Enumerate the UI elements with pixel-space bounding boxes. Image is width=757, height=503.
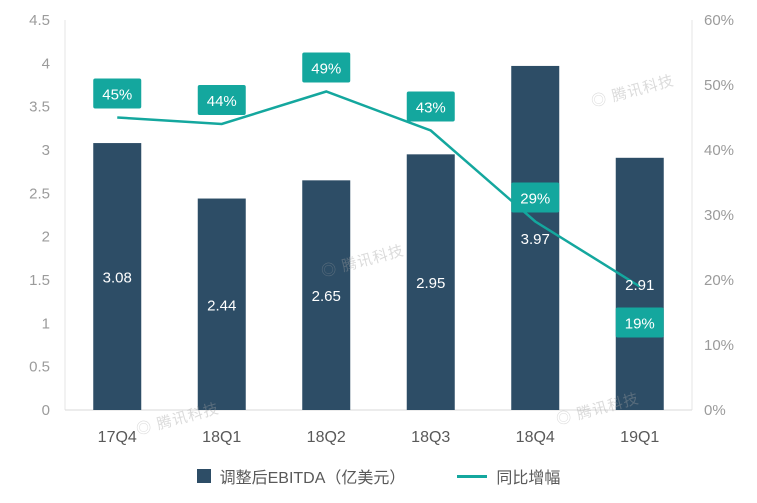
left-axis-tick: 4.5 bbox=[29, 12, 50, 29]
legend-label-ebitda: 调整后EBITDA（亿美元） bbox=[219, 470, 406, 487]
growth-label: 19% bbox=[625, 316, 655, 333]
x-axis-label-17Q4: 17Q4 bbox=[98, 429, 137, 446]
bar-17Q4 bbox=[93, 143, 142, 411]
x-axis-label-18Q1: 18Q1 bbox=[202, 429, 241, 446]
right-axis-tick: 50% bbox=[704, 77, 734, 94]
bar-18Q2 bbox=[302, 180, 351, 410]
growth-label-box bbox=[93, 78, 142, 109]
left-axis-tick: 4 bbox=[42, 55, 50, 72]
left-axis-tick: 2.5 bbox=[29, 185, 50, 202]
x-axis-label-18Q4: 18Q4 bbox=[516, 429, 555, 446]
bar-18Q4 bbox=[511, 65, 560, 410]
left-axis-tick: 3.5 bbox=[29, 99, 50, 116]
growth-label-box bbox=[406, 91, 455, 122]
x-axis-label-18Q2: 18Q2 bbox=[307, 429, 346, 446]
legend-swatch-line-icon bbox=[457, 474, 488, 478]
growth-line bbox=[117, 90, 641, 288]
legend-item-ebitda: 调整后EBITDA（亿美元） bbox=[196, 464, 406, 488]
left-axis-tick: 1.5 bbox=[29, 272, 50, 289]
growth-label: 43% bbox=[416, 100, 446, 117]
bar-18Q1 bbox=[197, 198, 246, 410]
bar-value-label-18Q2: 2.65 bbox=[312, 288, 341, 305]
growth-label-box bbox=[197, 85, 246, 115]
legend-item-growth: 同比增幅 bbox=[457, 464, 560, 488]
bar-value-label-17Q4: 3.08 bbox=[103, 270, 132, 287]
growth-label-box bbox=[511, 182, 560, 213]
right-axis-tick: 10% bbox=[704, 337, 734, 354]
growth-label: 44% bbox=[207, 93, 237, 110]
bar-18Q3 bbox=[406, 154, 455, 410]
bar-value-label-19Q1: 2.91 bbox=[625, 277, 654, 294]
chart-legend: 调整后EBITDA（亿美元） 同比增幅 bbox=[0, 464, 757, 488]
left-axis-tick: 3 bbox=[42, 142, 50, 159]
bar-value-label-18Q3: 2.95 bbox=[416, 275, 445, 292]
right-axis-tick: 30% bbox=[704, 207, 734, 224]
right-axis-tick: 60% bbox=[704, 12, 734, 29]
x-axis-label-18Q3: 18Q3 bbox=[411, 429, 450, 446]
combo-chart: 4.5 4 3.5 3 2.5 2 1.5 1 0.5 0 60% 50% 40% 30% 20% 10% 0%… bbox=[29, 12, 734, 446]
bar-value-label-18Q1: 2.44 bbox=[207, 297, 236, 314]
left-axis-tick: 0 bbox=[42, 402, 50, 419]
bar-value-label-18Q4: 3.97 bbox=[521, 231, 550, 248]
growth-label: 49% bbox=[311, 61, 341, 78]
right-axis-tick: 20% bbox=[704, 272, 734, 289]
legend-swatch-bar-icon bbox=[196, 469, 211, 483]
growth-label-box bbox=[302, 52, 351, 83]
right-axis-tick: 40% bbox=[704, 142, 734, 159]
legend-label-growth: 同比增幅 bbox=[496, 470, 561, 487]
growth-label: 29% bbox=[520, 191, 550, 208]
bar-19Q1 bbox=[615, 157, 664, 410]
left-axis-tick: 2 bbox=[42, 229, 50, 246]
growth-label: 45% bbox=[102, 87, 132, 104]
left-axis-tick: 0.5 bbox=[29, 359, 50, 376]
left-axis-tick: 1 bbox=[42, 315, 50, 332]
x-axis-label-19Q1: 19Q1 bbox=[620, 429, 659, 446]
growth-label-box bbox=[615, 307, 664, 338]
right-axis-tick: 0% bbox=[704, 402, 726, 419]
